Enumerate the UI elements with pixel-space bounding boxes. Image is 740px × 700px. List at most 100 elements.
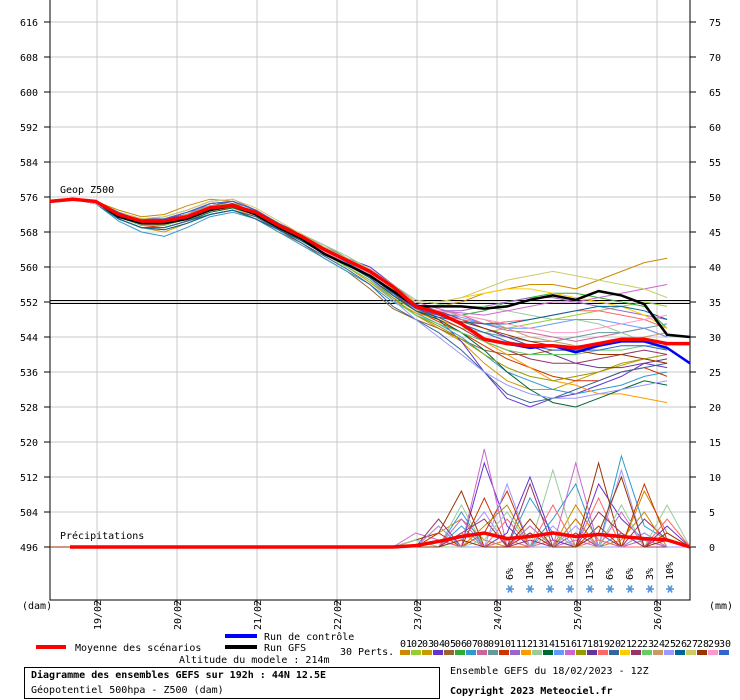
legend-perturbations-label: 30 Perts. bbox=[340, 647, 394, 658]
member-color-swatch bbox=[455, 650, 465, 655]
member-geop-line bbox=[49, 198, 668, 404]
snow-percent-label: 10% bbox=[545, 562, 556, 580]
right-tick-label: 60 bbox=[709, 123, 721, 134]
legend-mean-label: Moyenne des scénarios bbox=[75, 642, 201, 654]
member-precip-lines bbox=[50, 448, 691, 548]
member-color-swatch bbox=[620, 650, 630, 655]
left-tick-label: 528 bbox=[20, 403, 38, 414]
member-code-label: 26 bbox=[675, 639, 687, 650]
member-precip-line bbox=[50, 496, 690, 548]
snow-probability-markers: 6% 10% 10% 10% 13% 6% 6% 3% 10% bbox=[505, 562, 676, 593]
member-color-swatch bbox=[697, 650, 707, 655]
snow-percent-label: 10% bbox=[665, 562, 676, 580]
member-code-label: 27 bbox=[686, 639, 698, 650]
member-code-label: 15 bbox=[554, 639, 566, 650]
member-code-label: 13 bbox=[532, 639, 544, 650]
member-color-swatch bbox=[466, 650, 476, 655]
right-tick-label: 10 bbox=[709, 473, 721, 484]
main-run-lines bbox=[49, 197, 691, 549]
member-code-label: 24 bbox=[653, 639, 665, 650]
member-code-label: 11 bbox=[510, 639, 522, 650]
member-code-label: 25 bbox=[664, 639, 676, 650]
member-code-label: 07 bbox=[466, 639, 478, 650]
snow-percent-label: 10% bbox=[565, 562, 576, 580]
plot-area-frame bbox=[49, 0, 691, 601]
left-tick-label: 576 bbox=[20, 193, 38, 204]
legend-altitude-label: Altitude du modele : 214m bbox=[179, 655, 330, 666]
member-color-swatch bbox=[499, 650, 509, 655]
member-code-label: 06 bbox=[455, 639, 467, 650]
member-color-swatch bbox=[477, 650, 487, 655]
right-tick-label: 25 bbox=[709, 368, 721, 379]
member-geop-line bbox=[49, 198, 668, 320]
right-tick-label: 30 bbox=[709, 333, 721, 344]
footer-copyright: Copyright 2023 Meteociel.fr bbox=[450, 686, 613, 697]
right-tick-label: 35 bbox=[709, 298, 721, 309]
x-tick-label: 25/02 bbox=[573, 600, 584, 630]
member-geop-line bbox=[49, 198, 668, 382]
x-tick-label: 26/02 bbox=[653, 600, 664, 630]
member-code-label: 30 bbox=[719, 639, 731, 650]
left-tick-label: 544 bbox=[20, 333, 38, 344]
snow-percent-label: 3% bbox=[645, 568, 656, 580]
mean-geop-line bbox=[49, 197, 690, 350]
member-code-label: 21 bbox=[620, 639, 632, 650]
right-tick-label: 5 bbox=[709, 508, 715, 519]
member-color-swatch bbox=[642, 650, 652, 655]
member-code-label: 22 bbox=[631, 639, 643, 650]
left-tick-label: 512 bbox=[20, 473, 38, 484]
member-geop-line bbox=[49, 198, 668, 355]
footer-run-info: Ensemble GEFS du 18/02/2023 - 12Z bbox=[450, 666, 649, 677]
snow-percent-label: 6% bbox=[625, 568, 636, 580]
member-legend-swatches: 0102030405060708091011121314151617181920… bbox=[400, 639, 731, 655]
member-code-label: 16 bbox=[565, 639, 577, 650]
member-color-swatch bbox=[554, 650, 564, 655]
footer-title: Diagramme des ensembles GEFS sur 192h : … bbox=[31, 670, 327, 681]
chart-gridlines bbox=[50, 0, 690, 600]
right-tick-label: 40 bbox=[709, 263, 721, 274]
member-code-label: 18 bbox=[587, 639, 599, 650]
member-color-swatch bbox=[411, 650, 421, 655]
x-tick-label: 24/02 bbox=[493, 600, 504, 630]
member-color-swatch bbox=[422, 650, 432, 655]
member-geop-line bbox=[49, 198, 668, 325]
left-tick-label: 600 bbox=[20, 88, 38, 99]
left-tick-label: 520 bbox=[20, 438, 38, 449]
member-code-label: 17 bbox=[576, 639, 588, 650]
snowflake-icon bbox=[646, 585, 654, 593]
right-tick-label: 50 bbox=[709, 193, 721, 204]
member-color-swatch bbox=[587, 650, 597, 655]
member-color-swatch bbox=[488, 650, 498, 655]
left-tick-label: 552 bbox=[20, 298, 38, 309]
member-precip-line bbox=[50, 482, 690, 548]
member-color-swatch bbox=[686, 650, 696, 655]
right-tick-label: 45 bbox=[709, 228, 721, 239]
gfs-run-line bbox=[49, 197, 691, 339]
member-color-swatch bbox=[565, 650, 575, 655]
member-code-label: 23 bbox=[642, 639, 654, 650]
member-precip-line bbox=[50, 504, 690, 548]
left-axis-unit: (dam) bbox=[22, 601, 52, 612]
snowflake-icon bbox=[586, 585, 594, 593]
member-color-swatch bbox=[576, 650, 586, 655]
member-color-swatch bbox=[708, 650, 718, 655]
member-code-label: 10 bbox=[499, 639, 511, 650]
x-tick-label: 22/02 bbox=[333, 600, 344, 630]
legend-gfs-label: Run GFS bbox=[264, 643, 306, 654]
mean-precip-line bbox=[70, 531, 691, 549]
member-geop-line bbox=[49, 198, 668, 303]
legend-control-label: Run de contrôle bbox=[264, 631, 354, 643]
footer-title-box: Diagramme des ensembles GEFS sur 192h : … bbox=[24, 667, 440, 699]
x-tick-label: 20/02 bbox=[173, 600, 184, 630]
right-tick-label: 0 bbox=[709, 543, 715, 554]
right-tick-label: 20 bbox=[709, 403, 721, 414]
left-tick-label: 592 bbox=[20, 123, 38, 134]
member-code-label: 09 bbox=[488, 639, 500, 650]
snowflake-icon bbox=[506, 585, 514, 593]
member-color-swatch bbox=[521, 650, 531, 655]
member-color-swatch bbox=[543, 650, 553, 655]
member-precip-line bbox=[50, 482, 691, 548]
member-geop-line bbox=[49, 198, 668, 382]
snow-percent-label: 6% bbox=[505, 568, 516, 580]
